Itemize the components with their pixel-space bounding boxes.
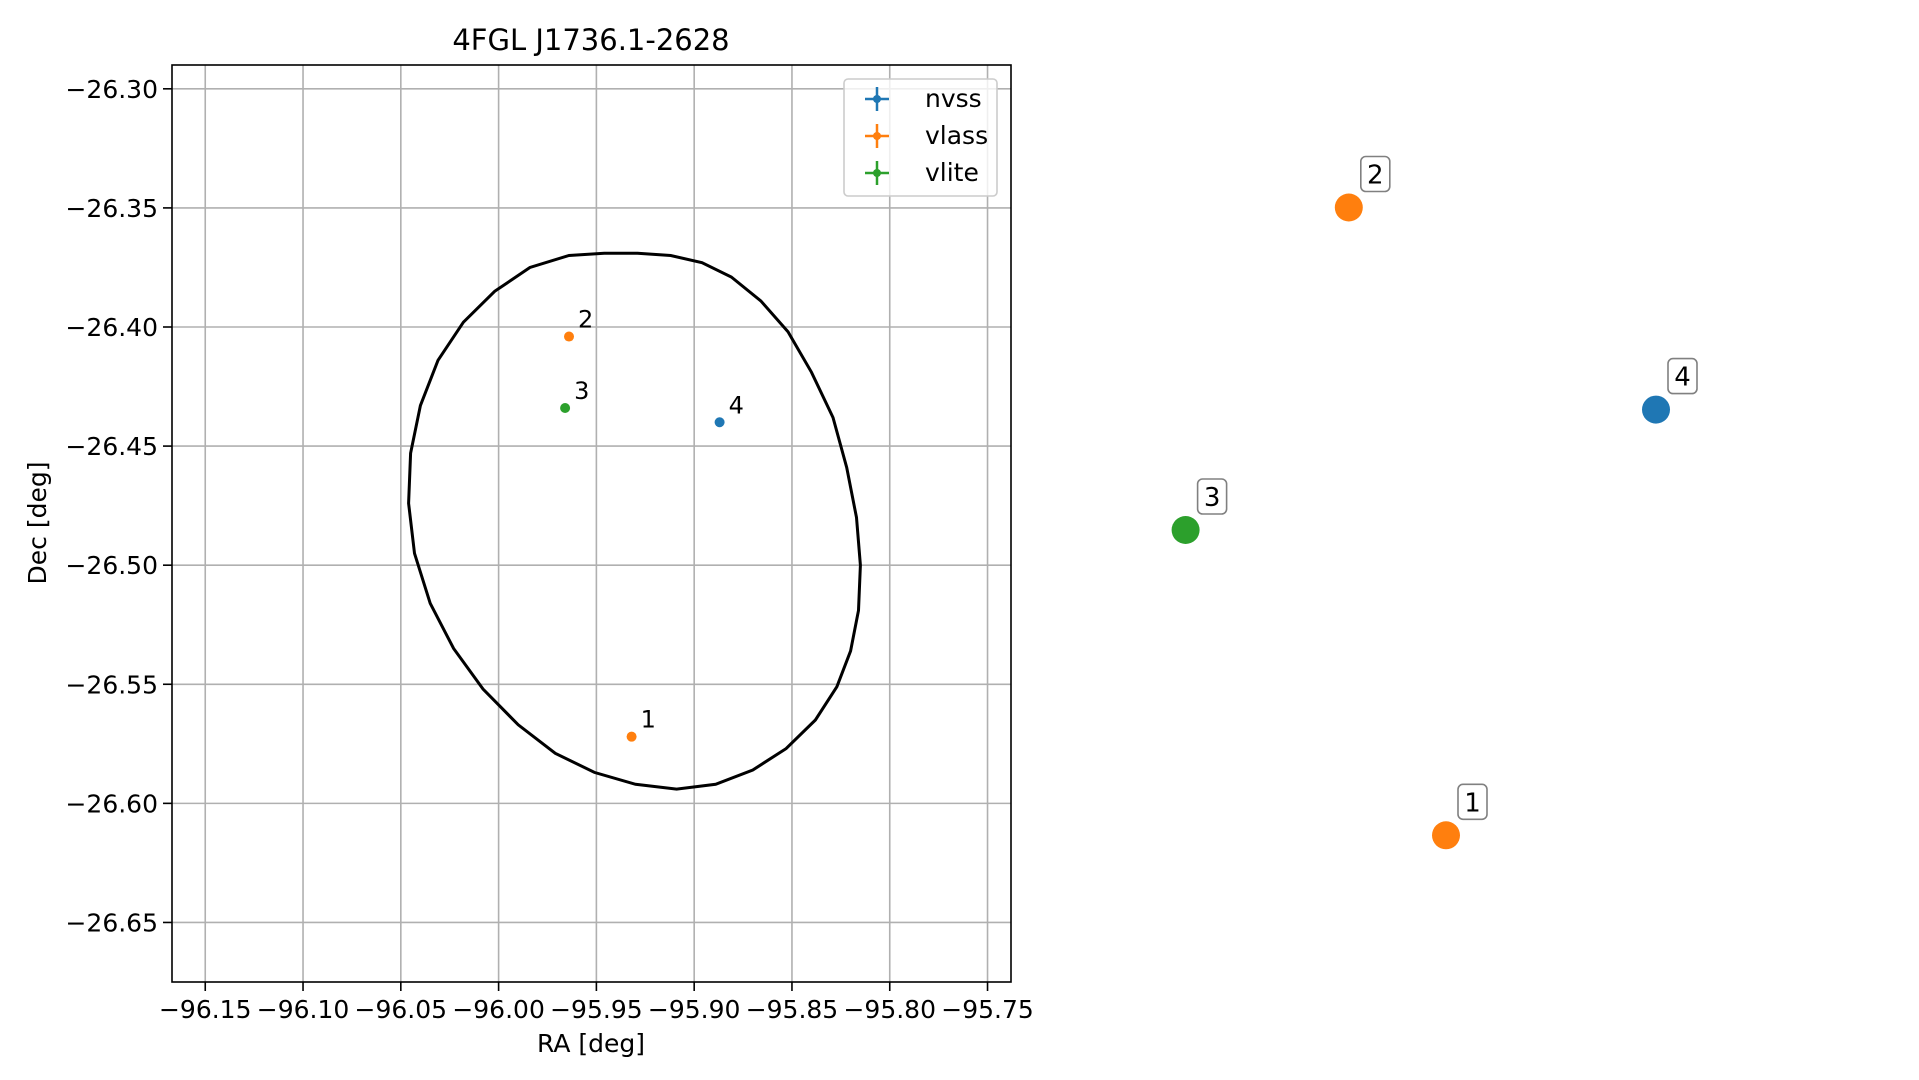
x-tick-label: −96.10 [257,995,350,1024]
x-tick-label: −95.85 [746,995,839,1024]
legend-frame [843,78,998,197]
x-axis-label: RA [deg] [537,1029,645,1058]
x-tick-label: −96.05 [355,995,448,1024]
point-annotation: 1 [641,706,656,734]
annotation-box-4 [1667,357,1698,395]
marker-2 [1334,193,1363,222]
axes-frame [171,64,1012,983]
point-annotation: 3 [574,377,589,405]
y-tick-label: −26.50 [65,551,158,580]
legend: nvss vlass vlite [843,78,998,197]
axis-ticks: −96.15 −96.10 −96.05 −96.00 −95.95 −95.90 −95.… [65,75,1033,1024]
y-axis-label: Dec [deg] [23,462,52,585]
y-tick-label: −26.45 [65,432,158,461]
chart-title: 4FGL J1736.1-2628 [452,23,729,57]
annotation-box-2 [1360,155,1391,193]
y-tick-label: −26.35 [65,194,158,223]
grid-lines [172,65,1011,982]
annotation-label-1: 1 [1464,788,1481,818]
localization-ellipse [407,251,862,791]
y-tick-label: −26.55 [65,670,158,699]
right-panel: 1 2 3 4 [1171,155,1698,850]
data-point-vlass [626,731,637,742]
y-tick-label: −26.65 [65,908,158,937]
x-tick-label: −95.95 [550,995,643,1024]
y-tick-label: −26.60 [65,789,158,818]
legend-marker-vlass [873,132,881,140]
annotation-label-4: 4 [1674,363,1691,393]
y-tick-label: −26.40 [65,313,158,342]
point-annotation: 2 [578,306,593,334]
x-tick-label: −95.90 [648,995,741,1024]
y-tick-label: −26.30 [65,75,158,104]
x-tick-label: −95.80 [843,995,936,1024]
marker-4 [1642,395,1670,424]
legend-marker-nvss [873,95,881,103]
annotation-box-3 [1196,478,1228,515]
legend-label-vlite: vlite [925,158,979,187]
data-point-vlite [560,402,571,413]
x-tick-label: −95.75 [941,995,1034,1024]
marker-1 [1432,821,1460,850]
annotation-box-1 [1457,783,1488,821]
data-point-nvss [714,417,725,428]
plot-area: 4 1 2 3 [407,251,862,791]
data-point-vlass [564,331,575,342]
annotation-label-3: 3 [1204,483,1221,513]
legend-label-nvss: nvss [925,84,982,113]
legend-marker-vlite [873,169,881,177]
point-annotation: 4 [729,391,744,419]
x-tick-label: −96.15 [159,995,252,1024]
x-tick-label: −96.00 [452,995,545,1024]
marker-3 [1171,516,1200,544]
annotation-label-2: 2 [1367,161,1384,191]
legend-label-vlass: vlass [925,121,988,150]
